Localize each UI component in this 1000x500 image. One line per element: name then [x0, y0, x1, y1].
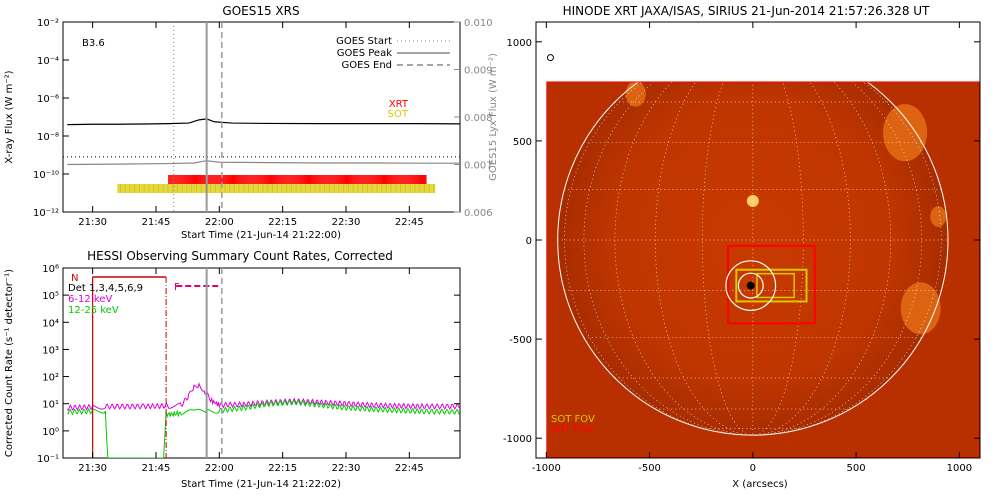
hessi-y-tick-label: 10³: [42, 345, 59, 356]
goes-x-tick-label: 22:15: [268, 217, 297, 228]
hessi-x-tick-label: 21:30: [78, 463, 107, 474]
goes-series-lyx: [67, 160, 460, 166]
hessi-series-12-25-kev: [67, 399, 460, 458]
hessi-x-tick-label: 22:45: [395, 463, 424, 474]
hessi-axes: 21:30 21:45 22:00 22:15 22:30 22:45 10⁻¹ 10⁰ 10¹…: [37, 264, 460, 474]
hessi-x-tick-label: 22:15: [268, 463, 297, 474]
sot-inner-box: [756, 272, 795, 299]
goes-y-tick-label: 10⁻¹⁰: [33, 170, 59, 181]
goes-axes: 21:30 21:45 22:00 22:15 22:30 22:45 10⁻¹² 10⁻¹⁰…: [33, 18, 493, 228]
goes-legend: GOES Start GOES Peak GOES End: [336, 36, 450, 71]
solar-disk: [557, 44, 948, 436]
image-x-tick-label: 0: [750, 463, 756, 474]
image-axes: -1000 -500 0 500 1000 -1000 -500 0 500 1000: [503, 22, 980, 474]
bright-region: [900, 282, 941, 335]
goes-plot-area: [63, 22, 460, 212]
goes-x-tick-label: 22:45: [395, 217, 424, 228]
goes-panel: GOES15 XRS 21:30 21:45 22:00 22:15 22:30 22:4…: [4, 4, 499, 241]
hessi-y-tick-label: 10⁴: [42, 318, 59, 329]
image-x-tick-label: 1000: [947, 463, 972, 474]
hessi-legend-6-12: 6-12 keV: [68, 294, 112, 305]
legend-goes-peak-label: GOES Peak: [337, 48, 392, 59]
image-plot-area: [536, 22, 980, 458]
sot-fov-label: SOT FOV: [551, 414, 595, 425]
goes-x-tick-label: 22:30: [332, 217, 361, 228]
goes-y-tick-label: 10⁻¹²: [33, 208, 59, 219]
image-y-tick-label: 1000: [507, 38, 532, 49]
image-panel: HINODE XRT JAXA/ISAS, SIRIUS 21-Jun-2014…: [503, 4, 981, 490]
hessi-flag-f: F: [174, 282, 180, 293]
image-x-tick-label: -1000: [532, 463, 561, 474]
hessi-flag-n: N: [71, 273, 78, 284]
goes-title: GOES15 XRS: [222, 4, 299, 18]
hessi-frame: [62, 267, 461, 459]
legend-goes-start-label: GOES Start: [336, 36, 392, 47]
goes-y-tick-label: 10⁻²: [37, 18, 59, 29]
xrt-fov-box: [727, 244, 816, 325]
image-y-tick-label: -500: [509, 335, 532, 346]
goes-y-right-tick-label: 0.007: [464, 161, 493, 172]
hessi-title: HESSI Observing Summary Count Rates, Cor…: [87, 249, 393, 263]
hessi-xlabel: Start Time (21-Jun-14 21:22:02): [181, 479, 341, 490]
goes-x-tick-label: 22:00: [205, 217, 234, 228]
target-point: [746, 281, 755, 290]
image-empty-area: [536, 22, 980, 82]
image-y-tick-label: 500: [513, 137, 532, 148]
goes-xlabel: Start Time (21-Jun-14 21:22:00): [181, 230, 341, 241]
hessi-y-tick-label: 10⁶: [42, 264, 59, 275]
hessi-plot-area: [66, 268, 460, 458]
image-xlabel: X (arcsecs): [732, 479, 788, 490]
goes-ylabel-left: X-ray Flux (W m⁻²): [4, 70, 15, 163]
sot-fov-box: [735, 268, 808, 303]
bright-region: [930, 206, 947, 227]
hessi-y-tick-label: 10⁵: [42, 291, 59, 302]
hessi-x-tick-label: 22:00: [205, 463, 234, 474]
image-y-tick-label: 0: [526, 236, 532, 247]
target-inner-circle: [737, 272, 764, 299]
goes-ylabel-right: GOES15 Lyx Flux (W m⁻²): [488, 53, 499, 181]
bright-region: [883, 104, 928, 162]
hessi-x-tick-label: 22:30: [332, 463, 361, 474]
goes-x-tick-label: 21:30: [78, 217, 107, 228]
goes-x-tick-label: 21:45: [142, 217, 171, 228]
legend-goes-end-label: GOES End: [342, 60, 392, 71]
xrt-fov-label: XRT FOV: [551, 424, 594, 435]
sot-coverage-label: SOT: [388, 109, 409, 120]
hessi-ylabel: Corrected Count Rate (s⁻¹ detector⁻¹): [4, 269, 15, 457]
image-x-tick-label: -500: [638, 463, 661, 474]
image-x-tick-label: 500: [847, 463, 866, 474]
hessi-y-tick-label: 10²: [42, 373, 59, 384]
hessi-panel: HESSI Observing Summary Count Rates, Cor…: [4, 249, 461, 490]
goes-class-annotation: B3.6: [82, 38, 105, 49]
hessi-detectors-label: Det 1,3,4,5,6,9: [68, 283, 143, 294]
hessi-series-6-12-kev: [66, 382, 460, 412]
goes-y-tick-label: 10⁻⁴: [37, 56, 59, 67]
goes-y-right-tick-label: 0.006: [464, 208, 493, 219]
goes-y-right-tick-label: 0.009: [464, 66, 493, 77]
hessi-y-tick-label: 10¹: [42, 400, 59, 411]
image-y-tick-label: -1000: [503, 434, 532, 445]
target-circle: [725, 260, 777, 311]
goes-y-tick-label: 10⁻⁶: [37, 94, 59, 105]
goes-y-right-tick-label: 0.010: [464, 18, 493, 29]
hessi-y-tick-label: 10⁻¹: [37, 454, 59, 465]
origin-marker: [546, 54, 554, 62]
hessi-legend-12-25: 12-25 keV: [68, 305, 119, 316]
hessi-y-tick-label: 10⁰: [42, 427, 59, 438]
image-title: HINODE XRT JAXA/ISAS, SIRIUS 21-Jun-2014…: [563, 4, 930, 18]
goes-y-right-tick-label: 0.008: [464, 113, 493, 124]
goes-y-tick-label: 10⁻⁸: [37, 132, 59, 143]
hessi-x-tick-label: 21:45: [142, 463, 171, 474]
xrt-coverage-label: XRT: [389, 99, 409, 110]
image-empty-area: [536, 81, 547, 458]
